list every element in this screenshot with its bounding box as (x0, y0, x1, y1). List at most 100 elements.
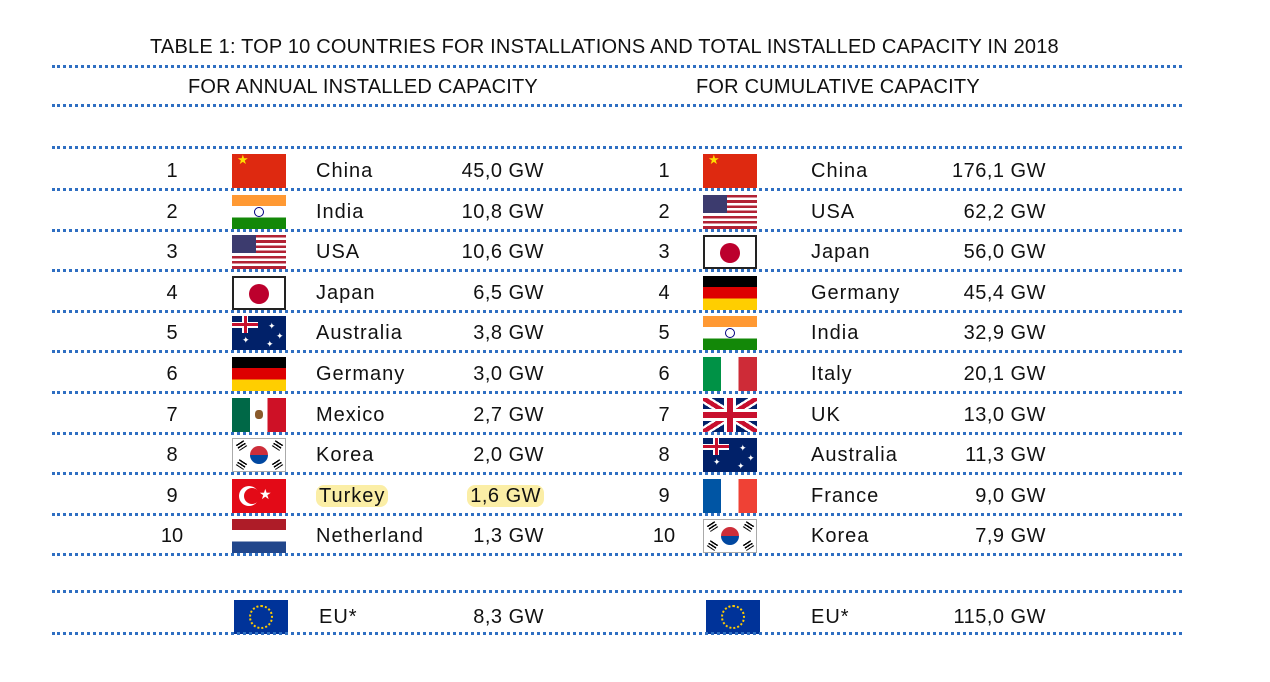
table-row: 8 Korea 2,0 GW 8 ✦ ✦ ✦ ✦ Australia 11,3 GW (0, 434, 1270, 474)
eu-annual-label: EU* (319, 606, 358, 628)
india-flag-icon (232, 195, 286, 229)
divider (52, 391, 1182, 394)
cumulative-value: 32,9 GW (963, 322, 1046, 344)
cumulative-rank: 2 (658, 201, 670, 223)
australia-flag-icon: ✦ ✦ ✦ ✦ (232, 316, 286, 350)
australia-flag-icon: ✦ ✦ ✦ ✦ (703, 438, 757, 472)
annual-rank: 4 (166, 282, 178, 304)
annual-rank: 3 (166, 241, 178, 263)
divider (52, 104, 1182, 107)
annual-country: Netherland (316, 525, 424, 547)
table-row: 6 Germany 3,0 GW 6 Italy 20,1 GW (0, 353, 1270, 393)
eu-flag-icon (706, 600, 760, 634)
china-flag-icon (232, 154, 286, 188)
divider (52, 146, 1182, 149)
annual-value: 1,6 GW (440, 485, 544, 508)
netherlands-flag-icon (232, 519, 286, 553)
usa-flag-icon (703, 195, 757, 229)
divider (52, 513, 1182, 516)
eu-annual-value: 8,3 GW (473, 606, 544, 628)
cumulative-value: 56,0 GW (963, 241, 1046, 263)
cumulative-rank: 5 (658, 322, 670, 344)
cumulative-country: Korea (811, 525, 870, 547)
annual-country: Germany (316, 363, 406, 385)
annual-value: 6,5 GW (473, 282, 544, 304)
usa-flag-icon (232, 235, 286, 269)
germany-flag-icon (232, 357, 286, 391)
italy-flag-icon (703, 357, 757, 391)
cumulative-country: China (811, 160, 869, 182)
turkey-flag-icon: ★ (232, 479, 286, 513)
annual-value: 45,0 GW (461, 160, 544, 182)
cumulative-country: Australia (811, 444, 898, 466)
cumulative-rank: 7 (658, 404, 670, 426)
annual-value: 1,3 GW (473, 525, 544, 547)
cumulative-country: Japan (811, 241, 871, 263)
cumulative-rank: 1 (658, 160, 670, 182)
annual-value: 2,7 GW (473, 404, 544, 426)
table-row: 3 USA 10,6 GW 3 Japan 56,0 GW (0, 231, 1270, 271)
annual-rank: 8 (166, 444, 178, 466)
divider (52, 472, 1182, 475)
france-flag-icon (703, 479, 757, 513)
cumulative-country: Germany (811, 282, 901, 304)
annual-rank: 9 (166, 485, 178, 507)
cumulative-value: 176,1 GW (951, 160, 1046, 182)
japan-flag-icon (232, 276, 286, 310)
cumulative-value: 13,0 GW (963, 404, 1046, 426)
table-row: 9 ★ Turkey 1,6 GW 9 France 9,0 GW (0, 475, 1270, 515)
eu-row: EU* 8,3 GW EU* 115,0 GW (0, 596, 1270, 636)
annual-country: Australia (316, 322, 403, 344)
annual-rank: 6 (166, 363, 178, 385)
divider (52, 269, 1182, 272)
cumulative-rank: 4 (658, 282, 670, 304)
india-flag-icon (703, 316, 757, 350)
cumulative-value: 11,3 GW (965, 444, 1046, 466)
annual-value: 3,8 GW (473, 322, 544, 344)
cumulative-rank: 8 (658, 444, 670, 466)
cumulative-country: Italy (811, 363, 853, 385)
eu-cumulative-value: 115,0 GW (953, 606, 1046, 628)
cumulative-header: FOR CUMULATIVE CAPACITY (696, 76, 980, 98)
germany-flag-icon (703, 276, 757, 310)
table-row: 10 Netherland 1,3 GW 10 Korea 7,9 GW (0, 515, 1270, 555)
annual-value: 10,6 GW (461, 241, 544, 263)
divider (52, 632, 1182, 635)
table-row: 4 Japan 6,5 GW 4 Germany 45,4 GW (0, 272, 1270, 312)
divider (52, 188, 1182, 191)
annual-country: China (316, 160, 374, 182)
cumulative-country: USA (811, 201, 856, 223)
cumulative-country: UK (811, 404, 841, 426)
korea-flag-icon (703, 519, 757, 553)
cumulative-value: 9,0 GW (975, 485, 1046, 507)
annual-country: Korea (316, 444, 375, 466)
cumulative-value: 20,1 GW (963, 363, 1046, 385)
cumulative-country: India (811, 322, 860, 344)
annual-rank: 7 (166, 404, 178, 426)
cumulative-rank: 3 (658, 241, 670, 263)
annual-rank: 10 (160, 525, 184, 547)
table-row: 1 China 45,0 GW 1 China 176,1 GW (0, 150, 1270, 190)
annual-rank: 5 (166, 322, 178, 344)
cumulative-rank: 6 (658, 363, 670, 385)
divider (52, 432, 1182, 435)
cumulative-value: 7,9 GW (975, 525, 1046, 547)
eu-flag-icon (234, 600, 288, 634)
annual-value: 10,8 GW (461, 201, 544, 223)
uk-flag-icon (703, 398, 757, 432)
annual-country: Turkey (316, 485, 389, 508)
table-row: 7 Mexico 2,7 GW 7 UK 13,0 GW (0, 394, 1270, 434)
divider (52, 590, 1182, 593)
table-row: 5 ✦ ✦ ✦ ✦ Australia 3,8 GW 5 India 32,9 GW (0, 312, 1270, 352)
annual-rank: 1 (166, 160, 178, 182)
cumulative-country: France (811, 485, 880, 507)
eu-cumulative-label: EU* (811, 606, 850, 628)
divider (52, 310, 1182, 313)
annual-rank: 2 (166, 201, 178, 223)
divider (52, 350, 1182, 353)
annual-value: 3,0 GW (473, 363, 544, 385)
annual-country: Japan (316, 282, 376, 304)
annual-country: USA (316, 241, 361, 263)
annual-value: 2,0 GW (473, 444, 544, 466)
mexico-flag-icon (232, 398, 286, 432)
